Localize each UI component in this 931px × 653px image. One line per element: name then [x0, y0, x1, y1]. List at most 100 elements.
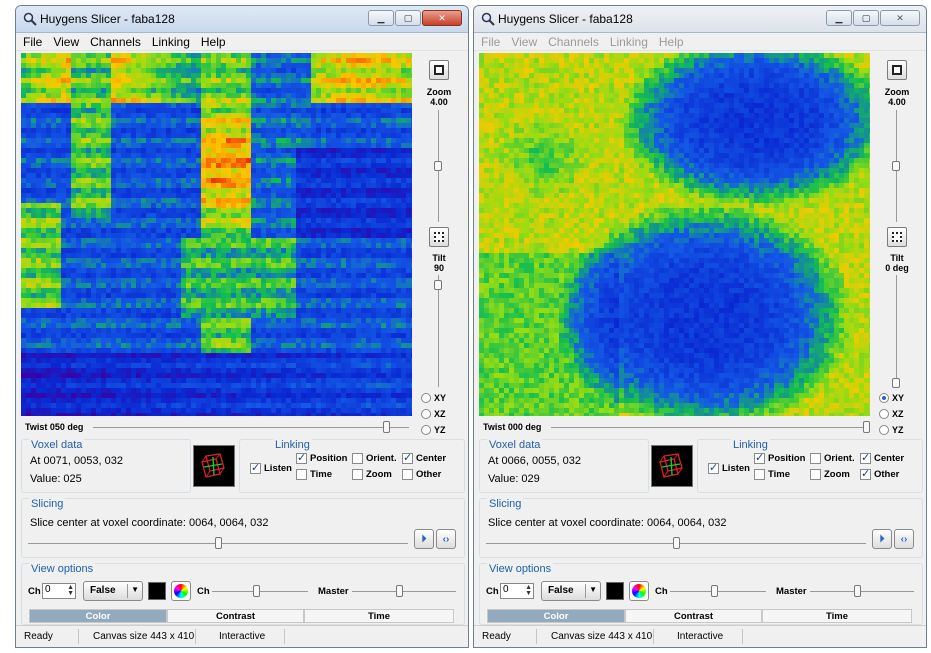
maximize-button[interactable]: ▢ — [395, 10, 421, 26]
bounce-button[interactable]: ‹› — [894, 529, 914, 549]
orient-checkbox-box[interactable] — [810, 453, 821, 464]
reset-view-button[interactable] — [887, 60, 907, 80]
menu-help[interactable]: Help — [200, 34, 226, 49]
orient-checkbox[interactable]: Orient. — [352, 453, 397, 464]
listen-checkbox[interactable]: Listen — [708, 461, 750, 474]
channel-intensity-handle[interactable] — [711, 585, 718, 597]
close-button[interactable]: ✕ — [880, 10, 920, 26]
slice-viewport[interactable] — [21, 53, 412, 416]
channel-intensity-handle[interactable] — [253, 585, 260, 597]
twist-slider-handle[interactable] — [383, 421, 391, 433]
tilt-slider[interactable] — [438, 275, 439, 387]
center-checkbox-box[interactable] — [402, 451, 413, 464]
zoom-checkbox-box[interactable] — [810, 469, 821, 480]
orientation-xy[interactable]: XY — [879, 393, 904, 403]
lut-dropdown[interactable]: False ▼ — [83, 581, 143, 601]
time-checkbox-box[interactable] — [754, 469, 765, 480]
radio-xz[interactable] — [421, 409, 431, 419]
spinner-arrows-icon[interactable]: ▲ ▼ — [67, 584, 74, 597]
channel-spinner[interactable]: 0 ▲ ▼ — [42, 583, 76, 599]
center-checkbox-box[interactable] — [860, 451, 871, 464]
menu-channels[interactable]: Channels — [90, 34, 141, 49]
master-slider[interactable] — [810, 591, 914, 592]
menu-view[interactable]: View — [511, 34, 538, 49]
slice-viewport[interactable] — [479, 53, 870, 416]
other-checkbox-box[interactable] — [860, 467, 871, 480]
orientation-xz[interactable]: XZ — [421, 409, 446, 419]
tab-time[interactable]: Time — [304, 609, 454, 623]
twist-slider[interactable] — [551, 427, 867, 428]
master-slider-handle[interactable] — [396, 585, 403, 597]
menu-linking[interactable]: Linking — [609, 34, 648, 49]
time-checkbox[interactable]: Time — [754, 469, 790, 480]
center-checkbox[interactable]: Center — [860, 451, 904, 464]
channel-intensity-slider[interactable] — [670, 591, 766, 592]
center-checkbox[interactable]: Center — [402, 451, 446, 464]
orient-checkbox-box[interactable] — [352, 453, 363, 464]
title-bar[interactable]: Huygens Slicer - faba128 ▁ ▢ ✕ — [16, 6, 468, 33]
zoom-slider-handle[interactable] — [434, 161, 442, 171]
slice-slider-handle[interactable] — [673, 537, 680, 549]
radio-xy[interactable] — [421, 393, 431, 403]
radio-xy[interactable] — [879, 393, 889, 403]
orientation-xz[interactable]: XZ — [879, 409, 904, 419]
listen-checkbox[interactable]: Listen — [250, 461, 292, 474]
title-bar[interactable]: Huygens Slicer - faba128 ▁ ▢ ✕ — [474, 6, 926, 33]
zoom-checkbox-box[interactable] — [352, 469, 363, 480]
tilt-slider[interactable] — [896, 275, 897, 387]
other-checkbox-box[interactable] — [402, 469, 413, 480]
radio-yz[interactable] — [879, 425, 889, 435]
menu-linking[interactable]: Linking — [151, 34, 190, 49]
menu-channels[interactable]: Channels — [548, 34, 599, 49]
orient-checkbox[interactable]: Orient. — [810, 453, 855, 464]
menu-file[interactable]: File — [23, 34, 43, 49]
tab-contrast[interactable]: Contrast — [167, 609, 304, 623]
twist-slider-handle[interactable] — [863, 421, 870, 433]
reset-view-button[interactable] — [429, 60, 449, 80]
orientation-yz[interactable]: YZ — [421, 425, 446, 435]
tab-color[interactable]: Color — [487, 609, 625, 623]
tilt-button[interactable] — [429, 227, 449, 247]
tilt-slider-handle[interactable] — [892, 378, 900, 388]
other-checkbox[interactable]: Other — [402, 469, 441, 480]
close-button[interactable]: ✕ — [422, 10, 462, 26]
radio-xz[interactable] — [879, 409, 889, 419]
zoom-slider-handle[interactable] — [892, 161, 900, 171]
play-button[interactable]: ⏵ — [414, 529, 434, 549]
position-checkbox-box[interactable] — [754, 451, 765, 464]
orientation-yz[interactable]: YZ — [879, 425, 904, 435]
tab-time[interactable]: Time — [762, 609, 912, 623]
minimize-button[interactable]: ▁ — [368, 10, 394, 26]
channel-intensity-slider[interactable] — [212, 591, 308, 592]
tilt-slider-handle[interactable] — [434, 280, 442, 290]
menu-help[interactable]: Help — [658, 34, 684, 49]
slice-slider-handle[interactable] — [215, 537, 222, 549]
channel-spinner[interactable]: 0 ▲ ▼ — [500, 583, 534, 599]
minimize-button[interactable]: ▁ — [826, 10, 852, 26]
listen-checkbox-box[interactable] — [708, 461, 719, 474]
color-wheel-button[interactable] — [171, 581, 191, 601]
orientation-xy[interactable]: XY — [421, 393, 446, 403]
tab-color[interactable]: Color — [29, 609, 167, 623]
maximize-button[interactable]: ▢ — [853, 10, 879, 26]
time-checkbox[interactable]: Time — [296, 469, 332, 480]
zoom-checkbox[interactable]: Zoom — [810, 469, 850, 480]
twist-slider[interactable] — [93, 427, 409, 428]
radio-yz[interactable] — [421, 425, 431, 435]
position-checkbox-box[interactable] — [296, 451, 307, 464]
color-swatch[interactable] — [148, 582, 166, 600]
zoom-checkbox[interactable]: Zoom — [352, 469, 392, 480]
listen-checkbox-box[interactable] — [250, 461, 261, 474]
menu-file[interactable]: File — [481, 34, 501, 49]
color-wheel-button[interactable] — [629, 581, 649, 601]
bounce-button[interactable]: ‹› — [436, 529, 456, 549]
play-button[interactable]: ⏵ — [872, 529, 892, 549]
lut-dropdown[interactable]: False ▼ — [541, 581, 601, 601]
master-slider[interactable] — [352, 591, 456, 592]
time-checkbox-box[interactable] — [296, 469, 307, 480]
position-checkbox[interactable]: Position — [754, 451, 805, 464]
position-checkbox[interactable]: Position — [296, 451, 347, 464]
color-swatch[interactable] — [606, 582, 624, 600]
tab-contrast[interactable]: Contrast — [625, 609, 762, 623]
tilt-button[interactable] — [887, 227, 907, 247]
